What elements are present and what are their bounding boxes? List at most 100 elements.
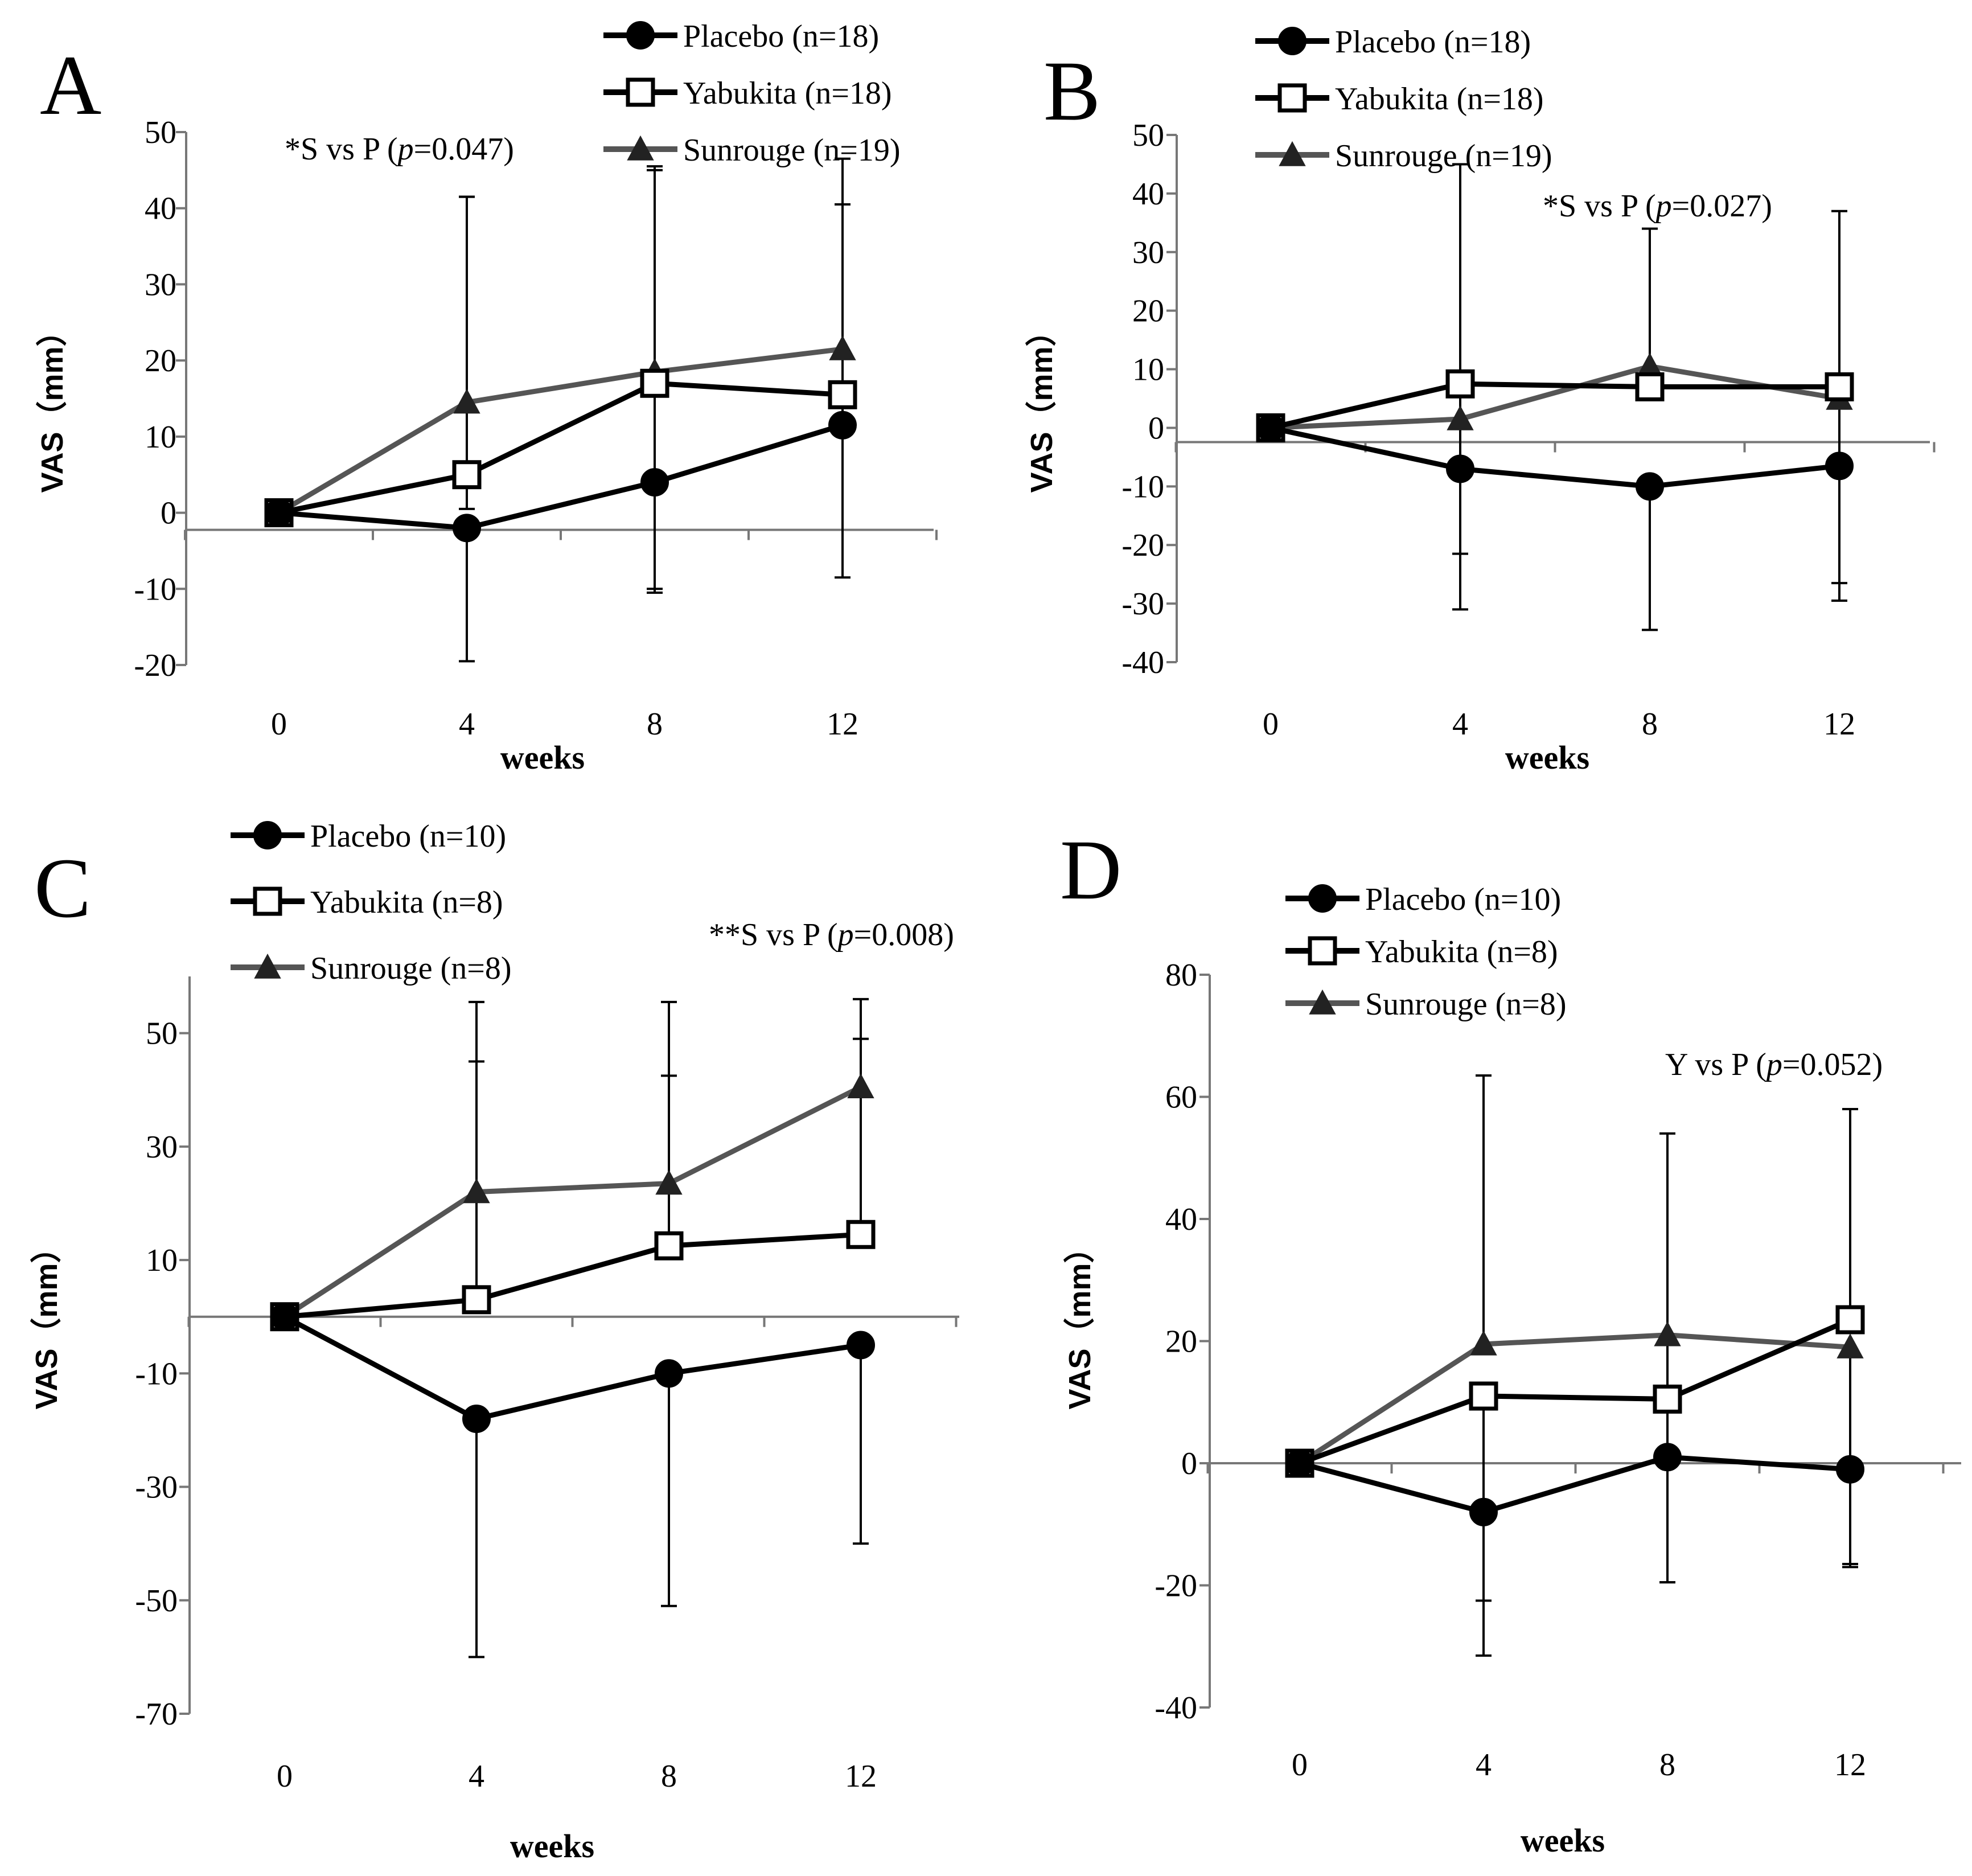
x-tick-label: 12	[845, 1759, 877, 1794]
data-point-circle	[655, 1359, 683, 1388]
panel-d: D -40 -20 0 20 40 60 80 0 4 8 12 weeks VAS（mm） Placebo…	[1060, 823, 1961, 1859]
data-point-triangle	[847, 1073, 874, 1098]
data-point-circle	[1636, 472, 1664, 501]
annotation-p: p	[836, 917, 854, 953]
significance-annotation: Y vs P (p=0.052)	[1665, 1047, 1883, 1082]
x-tick-label: 4	[469, 1759, 484, 1794]
y-axis-title: VAS（mm）	[30, 1232, 64, 1409]
legend-label: Placebo (n=18)	[1335, 24, 1531, 60]
y-tick-label: 10	[145, 420, 176, 455]
y-tick-label: 40	[1132, 176, 1164, 212]
legend-label: Placebo (n=10)	[1365, 882, 1561, 917]
data-point-square	[640, 368, 669, 398]
x-axis-title: weeks	[510, 1828, 594, 1865]
data-point-circle	[1653, 1443, 1682, 1472]
legend-marker-triangle	[1279, 141, 1306, 166]
annotation-p: p	[1654, 188, 1672, 224]
data-point-triangle	[655, 1169, 683, 1195]
data-point-circle	[453, 514, 481, 543]
panel-letter: B	[1043, 44, 1100, 138]
data-point-square	[1835, 1305, 1865, 1335]
data-point-square	[846, 1220, 876, 1249]
x-tick-label: 4	[1476, 1747, 1492, 1783]
y-tick-label: -30	[1121, 586, 1164, 622]
legend-label: Sunrouge (n=8)	[310, 951, 512, 986]
significance-annotation: *S vs P (p=0.047)	[285, 132, 514, 167]
data-point-triangle	[1470, 1330, 1497, 1356]
annotation-suffix: =0.027)	[1672, 188, 1772, 224]
legend-marker-circle	[1308, 884, 1337, 913]
series-line-square	[278, 380, 843, 515]
data-point-circle	[1469, 1497, 1498, 1526]
y-tick-label: -20	[134, 648, 176, 683]
series-line-square	[1270, 381, 1839, 430]
x-tick-label: 4	[459, 707, 475, 742]
legend-marker-circle	[253, 821, 282, 849]
x-tick-label: 8	[661, 1759, 677, 1794]
y-tick-label: 30	[146, 1130, 178, 1165]
y-tick-label: -20	[1121, 528, 1164, 563]
legend-marker-triangle	[254, 953, 281, 979]
annotation-suffix: =0.008)	[854, 917, 954, 953]
x-tick-label: 0	[1292, 1747, 1308, 1783]
y-tick-label: 50	[1132, 118, 1164, 153]
x-tick-label: 12	[827, 707, 858, 742]
data-point-square	[1653, 1384, 1682, 1414]
annotation-suffix: =0.052)	[1782, 1047, 1883, 1082]
y-tick-label: -30	[135, 1470, 178, 1505]
y-tick-label: 50	[145, 115, 176, 150]
data-point-circle	[1256, 413, 1285, 442]
annotation-p: p	[396, 132, 414, 167]
y-tick-label: 20	[1132, 294, 1164, 329]
x-tick-label: 4	[1452, 707, 1468, 742]
y-axis-title: VAS（mm）	[1063, 1232, 1097, 1409]
significance-annotation: *S vs P (p=0.027)	[1543, 188, 1772, 224]
data-point-square	[1825, 372, 1854, 401]
y-tick-label: 0	[161, 496, 176, 531]
x-axis-title: weeks	[1521, 1822, 1605, 1859]
y-tick-label: -70	[135, 1697, 178, 1732]
data-point-triangle	[1654, 1321, 1681, 1347]
legend-marker-square	[1277, 83, 1307, 113]
panel-letter: C	[34, 841, 91, 935]
significance-annotation: **S vs P (p=0.008)	[709, 917, 954, 953]
annotation-p: p	[1764, 1047, 1782, 1082]
y-tick-label: -40	[1155, 1690, 1197, 1726]
data-point-circle	[265, 498, 293, 527]
data-point-circle	[1836, 1455, 1864, 1484]
y-tick-label: 30	[1132, 235, 1164, 270]
data-point-square	[1445, 369, 1475, 399]
y-tick-label: 0	[1148, 410, 1164, 446]
x-tick-label: 8	[1659, 1747, 1675, 1783]
legend-label: Yabukita (n=8)	[310, 885, 503, 920]
series-line-triangle	[277, 346, 843, 515]
series-line-circle	[1299, 1454, 1851, 1515]
data-point-square	[654, 1231, 684, 1261]
x-tick-label: 0	[271, 707, 287, 742]
legend-label: Placebo (n=10)	[310, 819, 506, 854]
legend-marker-triangle	[1309, 989, 1336, 1015]
y-tick-label: 20	[1165, 1324, 1197, 1360]
y-tick-label: -40	[1121, 645, 1164, 680]
data-point-triangle	[1447, 405, 1474, 430]
y-tick-label: -10	[135, 1356, 178, 1391]
data-point-circle	[270, 1302, 299, 1331]
y-tick-label: 10	[1132, 352, 1164, 388]
series-line-triangle	[1298, 1332, 1851, 1466]
legend-label: Yabukita (n=8)	[1365, 934, 1558, 970]
y-axis-title: VAS（mm）	[35, 315, 69, 492]
data-point-square	[828, 380, 857, 409]
y-tick-label: 10	[146, 1243, 178, 1278]
legend-label: Sunrouge (n=19)	[683, 133, 901, 168]
x-axis-title: weeks	[1505, 739, 1589, 776]
data-point-triangle	[463, 1178, 490, 1204]
data-point-square	[452, 460, 482, 490]
legend-label: Yabukita (n=18)	[683, 76, 892, 111]
data-point-square	[1635, 372, 1665, 401]
y-tick-label: 40	[145, 191, 176, 227]
data-point-square	[462, 1285, 491, 1315]
data-point-square	[1469, 1381, 1498, 1411]
data-point-circle	[1446, 454, 1474, 483]
